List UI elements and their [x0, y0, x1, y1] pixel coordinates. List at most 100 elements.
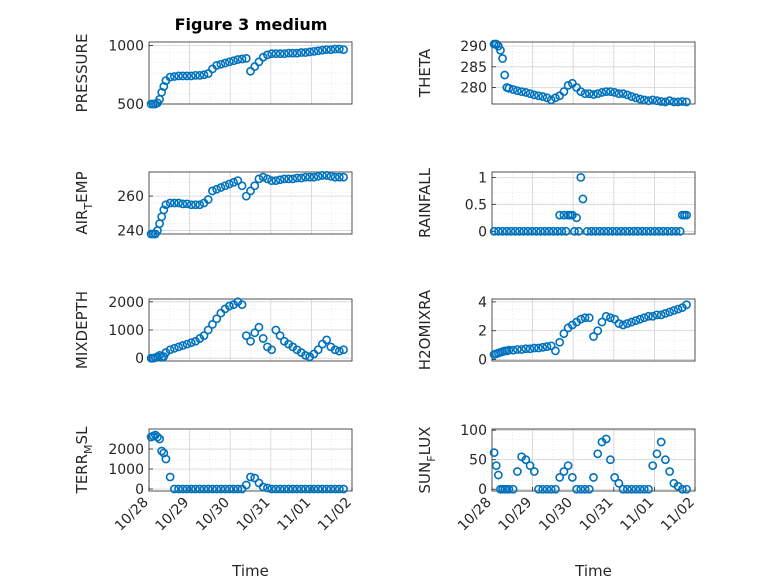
data-point: [508, 484, 518, 494]
data-point: [534, 343, 543, 353]
axes-frame: [148, 41, 353, 105]
data-point: [665, 467, 675, 476]
data-point: [529, 467, 539, 476]
y-tick-label: 2: [478, 324, 487, 340]
data-point: [682, 300, 691, 310]
data-point: [572, 213, 581, 223]
data-point: [169, 343, 179, 353]
data-point: [233, 484, 243, 494]
data-point: [525, 461, 535, 471]
data-point: [597, 88, 607, 97]
data-point: [258, 334, 268, 343]
y-tick-label: 2000: [108, 295, 144, 311]
y-tick-label: 0.5: [465, 197, 487, 213]
data-point: [275, 175, 285, 185]
data-point: [334, 484, 344, 494]
data-point: [639, 95, 649, 105]
data-point: [296, 484, 306, 494]
data-point: [313, 171, 323, 181]
y-axis-label: MIXDEPTH: [73, 291, 91, 369]
y-axis-label: RAINFALL: [416, 167, 434, 238]
data-point: [322, 335, 332, 345]
x-tick-label: 11/02: [315, 495, 355, 535]
data-point: [669, 306, 679, 315]
data-point: [339, 172, 348, 182]
data-point: [229, 56, 238, 66]
data-point: [654, 226, 664, 236]
data-point: [292, 173, 302, 183]
data-point: [534, 91, 543, 101]
data-point: [178, 484, 188, 494]
data-point: [580, 89, 590, 99]
data-point: [650, 226, 660, 236]
data-point: [224, 57, 234, 67]
data-point: [339, 484, 348, 494]
data-point: [186, 200, 196, 210]
data-point: [271, 325, 281, 335]
data-point: [614, 319, 624, 328]
data-point: [263, 50, 272, 60]
data-point: [601, 87, 611, 96]
data-point: [563, 81, 573, 90]
data-point: [610, 88, 620, 97]
x-tick-label: 10/28: [112, 495, 152, 535]
data-point: [169, 72, 179, 81]
data-point: [199, 70, 209, 80]
data-point: [237, 54, 247, 64]
data-point: [606, 455, 615, 465]
data-point: [267, 484, 277, 494]
x-tick-label: 10/31: [577, 495, 617, 535]
data-point: [652, 96, 662, 106]
data-point: [182, 71, 192, 81]
data-point: [275, 49, 285, 59]
data-point: [224, 179, 234, 189]
subplot-8: 0 50 100 10/28 10/29 10/30 10/31 11/01 11/02 Time…: [416, 423, 698, 580]
subplot-7: 0 1000 2000 10/28 10/29 10/30 10/31 11/01 11/02 T…: [73, 426, 355, 580]
data-point: [532, 226, 541, 236]
data-point: [237, 300, 247, 310]
data-point: [267, 49, 277, 59]
x-tick-label: 10/28: [455, 495, 495, 535]
data-point: [593, 326, 603, 336]
data-point: [620, 226, 630, 236]
y-tick-label: 100: [460, 423, 487, 439]
data-point: [584, 313, 594, 323]
data-point: [517, 345, 527, 354]
y-tick-label: 0: [478, 224, 487, 240]
data-point: [618, 320, 628, 330]
data-point: [534, 484, 543, 494]
data-point: [229, 177, 238, 187]
y-axis-label: AIRTEMP: [73, 171, 95, 234]
data-point: [631, 316, 641, 326]
data-point: [542, 342, 552, 351]
y-tick-label: 290: [460, 39, 487, 55]
data-point: [195, 200, 205, 210]
data-point: [606, 87, 615, 96]
data-point: [199, 331, 209, 341]
data-point: [673, 97, 683, 107]
data-point: [644, 311, 653, 321]
data-point: [601, 434, 611, 444]
data-point: [174, 198, 184, 208]
data-point: [574, 226, 584, 236]
data-point: [279, 174, 289, 184]
data-point: [258, 482, 268, 492]
data-point: [561, 226, 571, 236]
data-point: [641, 226, 651, 236]
data-point: [275, 331, 285, 341]
data-point: [597, 317, 607, 327]
data-point: [191, 484, 200, 494]
data-point: [186, 484, 196, 494]
data-point: [212, 314, 222, 324]
data-point: [627, 484, 636, 494]
data-point: [178, 199, 188, 209]
data-point: [313, 46, 323, 56]
data-point: [529, 343, 539, 353]
data-point: [317, 171, 327, 180]
data-point: [489, 226, 499, 236]
data-point: [555, 210, 565, 220]
data-point: [622, 484, 632, 494]
data-point: [644, 484, 653, 494]
data-point: [601, 311, 611, 321]
data-point: [570, 226, 579, 236]
